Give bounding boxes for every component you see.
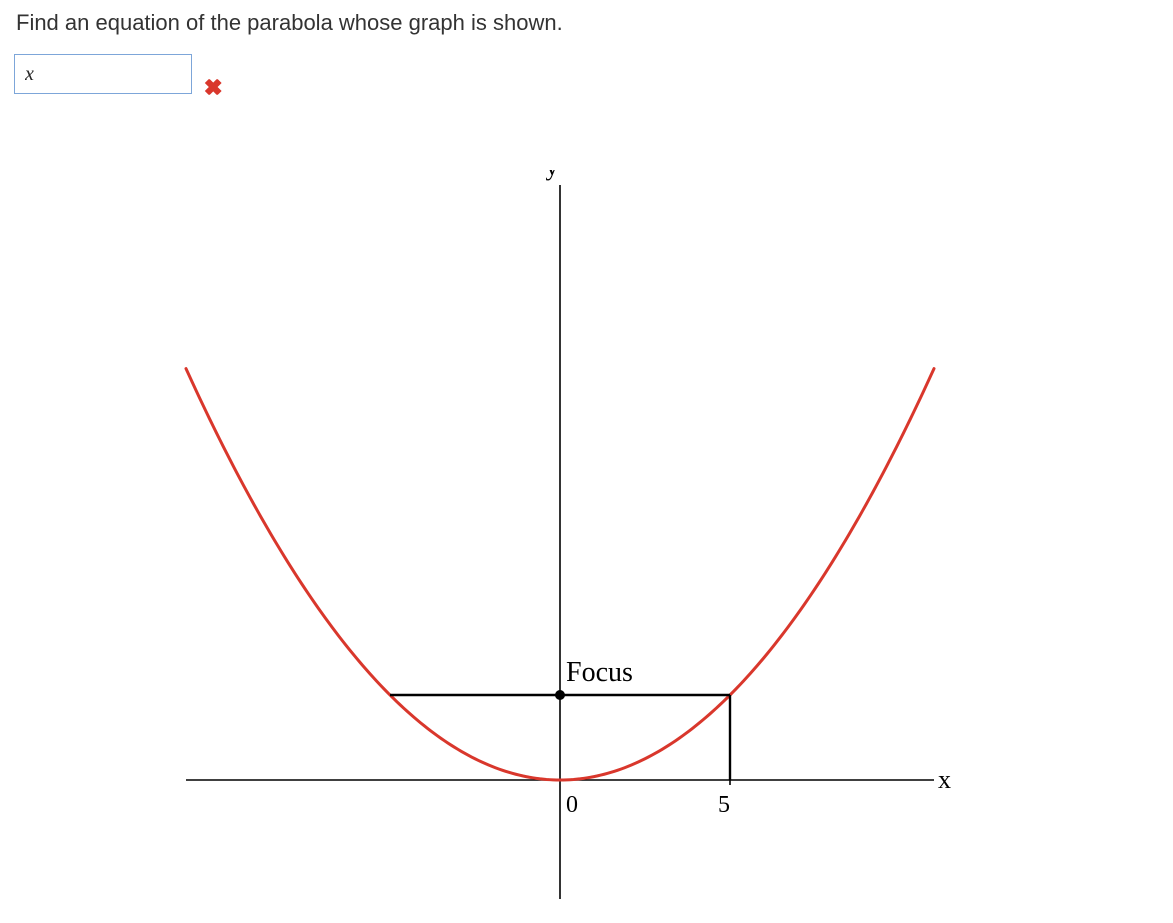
x-axis-label: x bbox=[938, 765, 951, 794]
graph-container: Focus 0 5 y x bbox=[170, 170, 970, 910]
focus-point bbox=[555, 690, 565, 700]
answer-row: ✖ bbox=[14, 54, 1159, 94]
answer-input[interactable] bbox=[14, 54, 192, 94]
x-tick-label-5: 5 bbox=[718, 792, 730, 818]
y-axis-label: y bbox=[546, 170, 559, 181]
incorrect-icon: ✖ bbox=[204, 75, 222, 101]
x-tick-label-0: 0 bbox=[566, 792, 578, 818]
parabola-graph: Focus 0 5 y x bbox=[170, 170, 970, 910]
question-text: Find an equation of the parabola whose g… bbox=[16, 10, 1159, 36]
focus-label: Focus bbox=[566, 657, 633, 688]
